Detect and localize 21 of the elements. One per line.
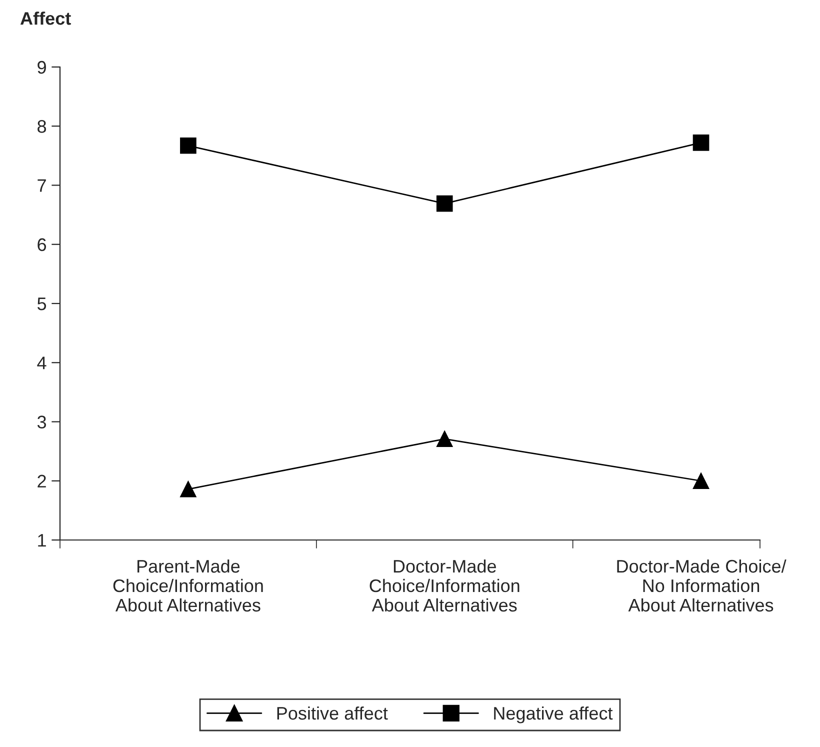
legend-label: Negative affect	[494, 706, 613, 724]
point	[436, 195, 453, 212]
point	[180, 480, 196, 498]
y-tick-label: 7	[38, 179, 46, 192]
x-tick-label: Parent-Made Choice/Information About Alternatives	[113, 559, 263, 612]
y-tick-label: 8	[38, 120, 46, 133]
y-tick-label: 2	[38, 474, 46, 488]
x-tick-label: Doctor-Made Choice/ No Information About Alternatives	[617, 559, 786, 612]
y-tick-label: 5	[37, 298, 46, 310]
x-tick-label: Doctor-Made Choice/Information About Alternatives	[370, 559, 520, 612]
y-tick-label: 9	[38, 60, 46, 74]
point	[692, 134, 710, 151]
y-tick-label: 4	[37, 356, 46, 370]
point	[180, 137, 196, 154]
y-tick-label: 1	[38, 534, 46, 547]
point	[692, 472, 710, 490]
y-tick-label: 3	[37, 416, 46, 428]
y-tick-label: 6	[38, 238, 46, 252]
legend-label: Positive affect	[277, 706, 388, 720]
y-axis-title: Affect	[20, 12, 71, 25]
point	[436, 430, 453, 448]
